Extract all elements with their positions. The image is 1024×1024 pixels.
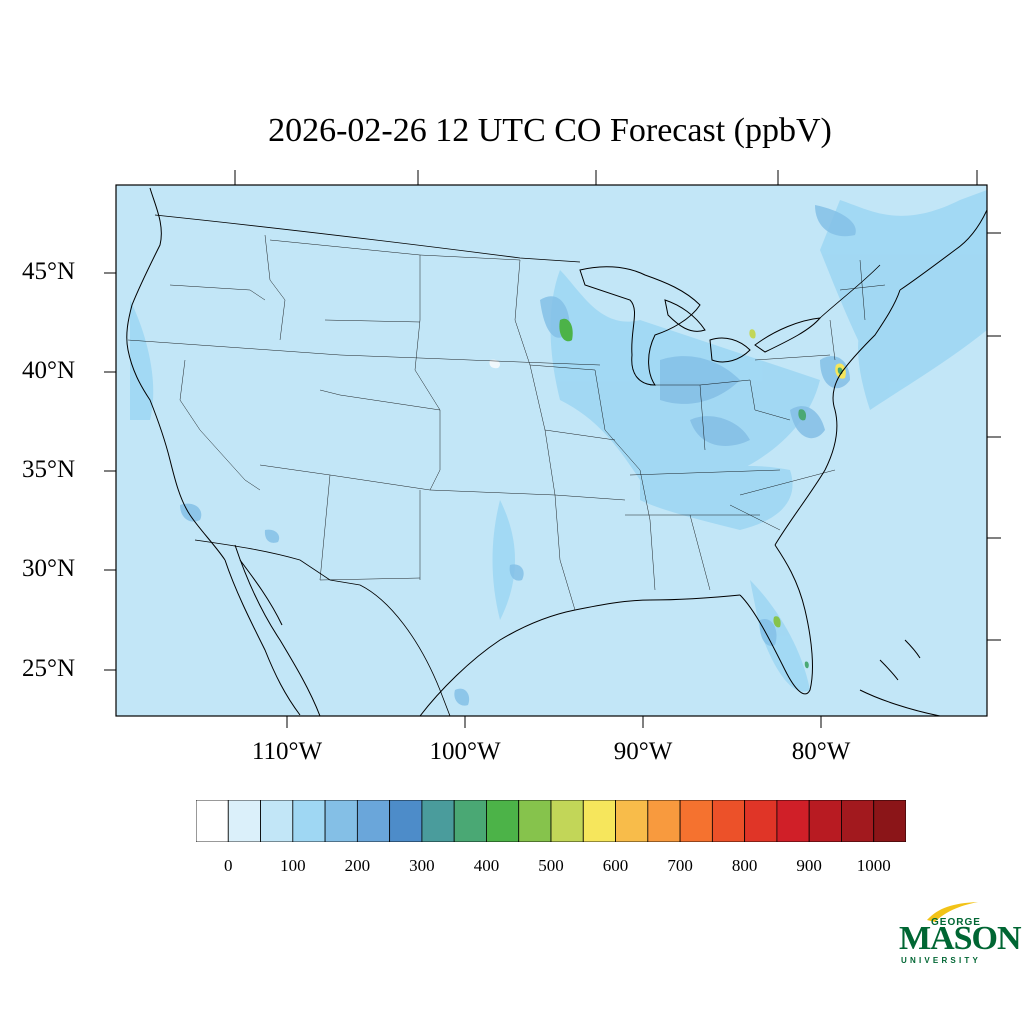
- colorbar-box: [324, 800, 358, 842]
- lon-label-80w: 80°W: [791, 738, 851, 765]
- lon-label-100w: 100°W: [429, 738, 501, 765]
- colorbar-box: [711, 800, 746, 842]
- gmu-logo: GEORGE MASON UNIVERSITY: [895, 898, 1022, 968]
- colorbar-box: [808, 800, 842, 842]
- colorbar-label: 900: [796, 856, 822, 875]
- colorbar-label: 0: [224, 856, 233, 875]
- colorbar-box: [550, 800, 584, 842]
- colorbar-label: 200: [344, 856, 371, 875]
- axis-ticks: [104, 170, 1001, 728]
- colorbar-label: 600: [602, 856, 629, 875]
- lat-label-45n: 45°N: [22, 258, 76, 285]
- colorbar-box: [486, 800, 520, 842]
- colorbar-label: 700: [667, 856, 693, 875]
- logo-line-mason: MASON: [899, 920, 1022, 957]
- colorbar-label: 400: [473, 856, 500, 875]
- logo-line-university: UNIVERSITY: [901, 956, 982, 965]
- lon-label-110w: 110°W: [251, 738, 323, 765]
- colorbar-box: [196, 800, 229, 842]
- colorbar-label: 300: [409, 856, 435, 875]
- colorbar-box: [744, 800, 778, 842]
- colorbar-box: [679, 800, 713, 842]
- lat-label-40n: 40°N: [22, 357, 76, 384]
- state-borders: [127, 234, 886, 611]
- logo-line-george: GEORGE: [931, 917, 981, 928]
- page-title: 2026-02-26 12 UTC CO Forecast (ppbV): [268, 112, 832, 149]
- colorbar-box: [582, 800, 616, 842]
- colorbar-label: 100: [280, 856, 306, 875]
- colorbar-box: [356, 800, 391, 842]
- lon-label-90w: 90°W: [613, 738, 673, 765]
- lat-label-25n: 25°N: [22, 655, 76, 682]
- co-hotspots: [489, 318, 846, 669]
- co-plumes-strong: [180, 205, 856, 706]
- colorbar-box: [647, 800, 681, 842]
- colorbar-box: [260, 800, 294, 842]
- colorbar-label: 1000: [856, 856, 891, 875]
- country-borders: [154, 214, 881, 716]
- colorbar-box: [776, 800, 810, 842]
- colorbar-box: [518, 800, 552, 842]
- swoosh-icon: [927, 902, 978, 922]
- colorbar-box: [292, 800, 326, 842]
- colorbar-box: [421, 800, 455, 842]
- colorbar-box: [227, 800, 261, 842]
- map-border: [115, 184, 988, 717]
- colorbar-label: 500: [538, 856, 564, 875]
- colorbar-box: [615, 800, 649, 842]
- colorbar-box: [841, 800, 875, 842]
- colorbar-box: [453, 800, 487, 842]
- colorbar: [196, 800, 906, 842]
- colorbar-label: 800: [731, 856, 758, 875]
- lat-label-35n: 35°N: [22, 456, 76, 483]
- lat-label-30n: 30°N: [22, 555, 76, 582]
- map-layers: [126, 187, 987, 716]
- colorbar-box: [873, 800, 906, 842]
- colorbar-box: [389, 800, 423, 842]
